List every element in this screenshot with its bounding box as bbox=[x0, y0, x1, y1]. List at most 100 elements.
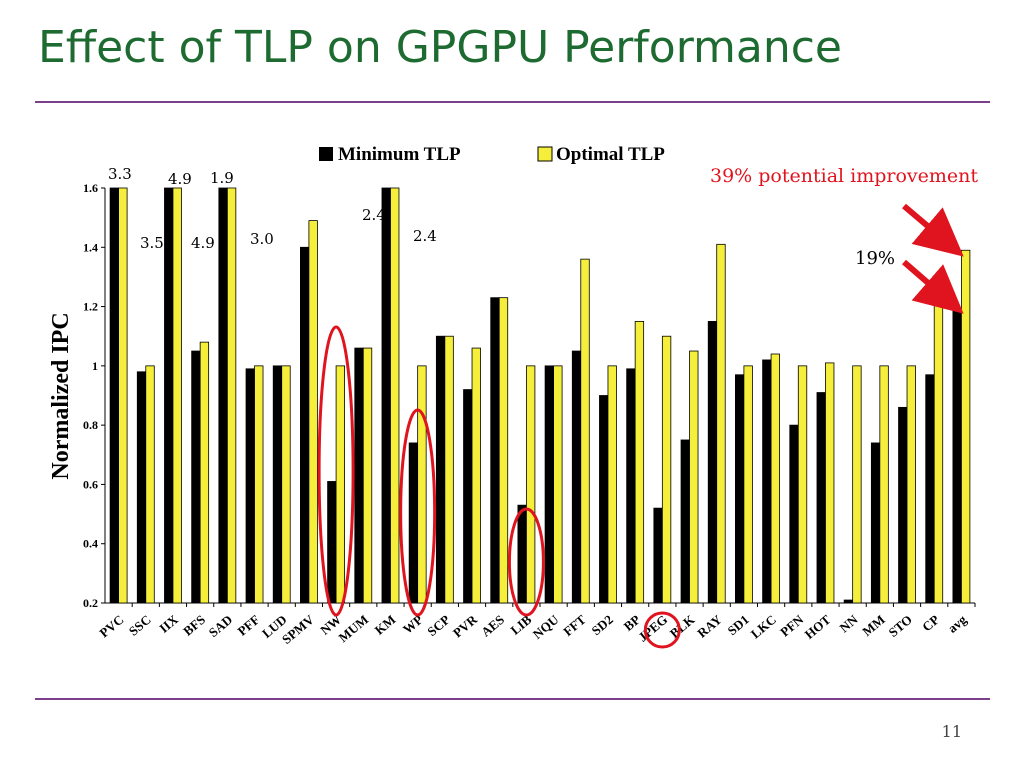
y-tick-label: 1 bbox=[92, 359, 98, 373]
offscale-label-sad-opt: 3.0 bbox=[250, 230, 274, 248]
bar-opt-tlp-lud bbox=[281, 365, 291, 604]
bar-min-tlp-bp bbox=[626, 368, 636, 604]
x-category-label: NQU bbox=[530, 611, 562, 641]
bar-opt-tlp-iix bbox=[172, 187, 182, 604]
highlight-circle-nw bbox=[317, 325, 355, 617]
bar-opt-tlp-mum bbox=[362, 347, 373, 604]
bar-opt-tlp-cp bbox=[933, 303, 944, 604]
bar-min-tlp-sad bbox=[218, 187, 228, 604]
bar-min-tlp-nn bbox=[843, 599, 854, 604]
bar-min-tlp-hot bbox=[816, 392, 826, 604]
bar-opt-tlp-mm bbox=[879, 365, 889, 604]
x-category-label: KM bbox=[372, 612, 399, 638]
bar-min-tlp-nw bbox=[327, 481, 337, 604]
bar-min-tlp-sd1 bbox=[735, 374, 745, 604]
legend-swatch-opt bbox=[537, 146, 553, 162]
offscale-label-iix-opt: 4.9 bbox=[191, 234, 215, 252]
y-tick-label: 0.8 bbox=[83, 418, 98, 432]
bar-min-tlp-mm bbox=[870, 442, 881, 604]
bar-min-tlp-ray bbox=[707, 320, 718, 604]
offscale-label-pvc-min: 3.3 bbox=[108, 165, 132, 183]
bar-opt-tlp-km bbox=[390, 187, 400, 604]
bar-min-tlp-cp bbox=[925, 374, 935, 604]
bar-opt-tlp-scp bbox=[444, 335, 454, 604]
bar-opt-tlp-ray bbox=[716, 243, 726, 604]
bar-opt-tlp-nqu bbox=[553, 365, 563, 604]
bar-opt-tlp-spmv bbox=[308, 220, 318, 604]
bar-opt-tlp-sad bbox=[226, 187, 237, 604]
bar-min-tlp-bfs bbox=[191, 350, 201, 604]
x-category-label: PVR bbox=[450, 611, 481, 640]
x-category-label: LKC bbox=[748, 612, 779, 642]
x-category-label: SD2 bbox=[589, 612, 616, 638]
highlight-circles bbox=[317, 325, 681, 649]
bar-min-tlp-avg bbox=[952, 309, 962, 604]
bar-opt-tlp-sto bbox=[906, 365, 916, 604]
arrow-to-optimal-avg bbox=[902, 203, 964, 257]
offscale-label-km-min: 2.4 bbox=[362, 206, 386, 224]
slide-number: 11 bbox=[941, 722, 962, 741]
x-category-label: PVC bbox=[96, 612, 126, 641]
highlight-circle-wp bbox=[399, 408, 437, 617]
bar-opt-tlp-lkc bbox=[770, 353, 780, 604]
y-tick-label: 0.4 bbox=[83, 537, 98, 551]
x-category-label: FFT bbox=[560, 612, 589, 639]
bar-min-tlp-scp bbox=[435, 335, 446, 604]
bar-min-tlp-jpeg bbox=[653, 507, 663, 604]
y-tick-label: 0.2 bbox=[83, 596, 98, 610]
bar-opt-tlp-pvc bbox=[118, 187, 128, 604]
legend-label-opt: Optimal TLP bbox=[556, 144, 665, 165]
x-category-label: AES bbox=[478, 612, 507, 640]
x-category-label: PFN bbox=[777, 611, 806, 639]
bar-min-tlp-pfn bbox=[789, 424, 799, 604]
bar-min-tlp-pvc bbox=[109, 187, 119, 604]
bar-opt-tlp-lib bbox=[526, 365, 536, 604]
x-category-label: MM bbox=[859, 612, 887, 639]
bar-min-tlp-pff bbox=[245, 368, 255, 604]
bar-min-tlp-wp bbox=[408, 442, 419, 604]
potential-improvement-note: 39% potential improvement bbox=[710, 165, 978, 187]
x-category-label: LIB bbox=[508, 612, 535, 638]
x-category-label: SSC bbox=[126, 612, 154, 639]
y-tick-label: 1.2 bbox=[83, 300, 98, 314]
offscale-label-km-opt: 2.4 bbox=[413, 227, 437, 245]
bar-min-tlp-lud bbox=[272, 365, 283, 604]
x-category-label: RAY bbox=[694, 611, 725, 640]
x-category-label: NN bbox=[837, 611, 861, 635]
bar-min-tlp-spmv bbox=[300, 246, 310, 604]
bar-min-tlp-fft bbox=[571, 350, 582, 604]
x-category-label: BFS bbox=[180, 612, 208, 639]
bar-opt-tlp-bfs bbox=[199, 341, 210, 604]
slide-title: Effect of TLP on GPGPU Performance bbox=[38, 22, 842, 73]
chart-bars bbox=[109, 187, 971, 604]
title-divider bbox=[35, 101, 990, 103]
bar-opt-tlp-pvr bbox=[471, 347, 481, 604]
bar-opt-tlp-fft bbox=[580, 258, 590, 604]
x-category-label: SPMV bbox=[279, 611, 317, 647]
x-category-label: HOT bbox=[802, 612, 834, 642]
footer-divider bbox=[35, 698, 990, 700]
x-category-label: PFF bbox=[235, 612, 263, 639]
bar-opt-tlp-bp bbox=[634, 320, 645, 604]
bar-opt-tlp-nw bbox=[335, 365, 345, 604]
x-category-label: avg bbox=[945, 611, 970, 635]
bar-min-tlp-km bbox=[381, 187, 391, 604]
bar-opt-tlp-ssc bbox=[145, 365, 155, 604]
bar-min-tlp-mum bbox=[354, 347, 364, 604]
x-category-label: STO bbox=[886, 612, 915, 640]
highlight-circle-jpeg bbox=[643, 611, 681, 649]
bar-opt-tlp-sd1 bbox=[743, 365, 753, 604]
y-tick-label: 0.6 bbox=[83, 477, 98, 491]
x-category-label: WP bbox=[400, 612, 426, 637]
y-axis-label: Normalized IPC bbox=[48, 312, 74, 479]
bar-min-tlp-iix bbox=[164, 187, 174, 604]
bar-min-tlp-sto bbox=[898, 406, 908, 604]
bar-opt-tlp-pff bbox=[254, 365, 264, 604]
x-category-label: SCP bbox=[424, 612, 453, 639]
x-category-label: IIX bbox=[156, 611, 181, 635]
bar-opt-tlp-aes bbox=[498, 297, 509, 604]
offscale-label-sad-min: 1.9 bbox=[210, 169, 234, 187]
bar-min-tlp-aes bbox=[490, 297, 500, 604]
